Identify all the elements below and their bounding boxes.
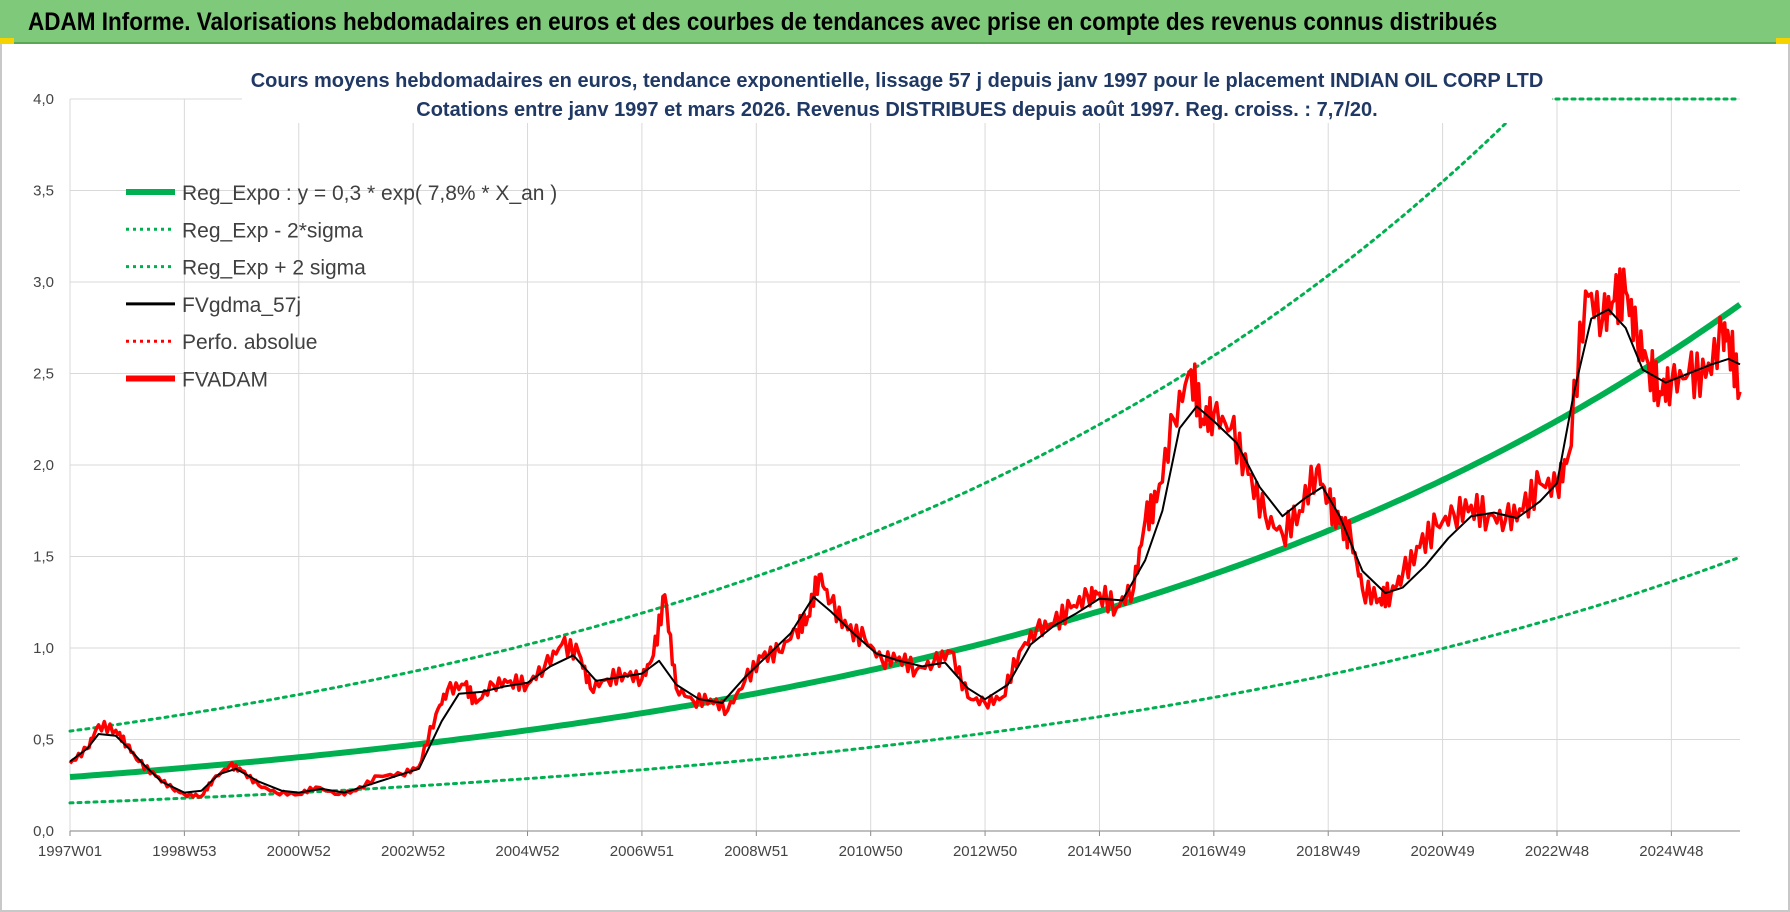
x-tick-label: 2014W50 bbox=[1067, 843, 1131, 860]
series-reg-minus-2sigma bbox=[68, 555, 1742, 805]
y-tick-label: 4,0 bbox=[33, 91, 54, 108]
report-title: ADAM Informe. Valorisations hebdomadaire… bbox=[28, 8, 1498, 36]
plot-area bbox=[68, 97, 1742, 805]
y-tick-label: 0,5 bbox=[33, 732, 54, 749]
x-tick-label: 2016W49 bbox=[1182, 843, 1246, 860]
legend-label: Reg_Exp + 2 sigma bbox=[182, 257, 366, 280]
x-tick-label: 1997W01 bbox=[38, 843, 102, 860]
chart-subtitle: Cotations entre janv 1997 et mars 2026. … bbox=[416, 99, 1377, 121]
chart-title: Cours moyens hebdomadaires en euros, ten… bbox=[251, 70, 1544, 92]
x-tick-label: 2020W49 bbox=[1410, 843, 1474, 860]
y-tick-label: 2,0 bbox=[33, 457, 54, 474]
header-banner: ADAM Informe. Valorisations hebdomadaire… bbox=[0, 0, 1790, 44]
y-tick-label: 2,5 bbox=[33, 366, 54, 383]
legend-label: Reg_Exp - 2*sigma bbox=[182, 219, 363, 242]
y-tick-label: 3,0 bbox=[33, 274, 54, 291]
x-tick-label: 2018W49 bbox=[1296, 843, 1360, 860]
x-tick-label: 2024W48 bbox=[1639, 843, 1703, 860]
title-background bbox=[242, 61, 1552, 123]
legend-label: FVgdma_57j bbox=[182, 294, 301, 317]
y-tick-label: 0,0 bbox=[33, 823, 54, 840]
corner-marker bbox=[1776, 38, 1790, 44]
x-tick-label: 2010W50 bbox=[839, 843, 903, 860]
x-tick-label: 2000W52 bbox=[267, 843, 331, 860]
x-tick-label: 2012W50 bbox=[953, 843, 1017, 860]
x-tick-label: 2008W51 bbox=[724, 843, 788, 860]
series-reg-plus-2sigma bbox=[68, 99, 1530, 733]
y-tick-label: 1,5 bbox=[33, 549, 54, 566]
legend: Reg_Expo : y = 0,3 * exp( 7,8% * X_an ) R… bbox=[126, 182, 557, 392]
y-axis: 0,0 0,5 1,0 1,5 2,0 2,5 3,0 3,5 4,0 bbox=[33, 91, 54, 840]
x-tick-label: 2022W48 bbox=[1525, 843, 1589, 860]
series-fvgdma-57j bbox=[69, 308, 1741, 794]
series-fvadam bbox=[68, 267, 1742, 799]
x-axis: 1997W01 1998W53 2000W52 2002W52 2004W52 2006W… bbox=[38, 830, 1740, 860]
corner-marker bbox=[0, 38, 14, 44]
legend-label: Reg_Expo : y = 0,3 * exp( 7,8% * X_an ) bbox=[182, 182, 557, 205]
chart: 1997W01 1998W53 2000W52 2002W52 2004W52 2006W… bbox=[33, 61, 1742, 860]
series-reg-expo bbox=[69, 302, 1742, 780]
chart-frame: 1997W01 1998W53 2000W52 2002W52 2004W52 2006W… bbox=[0, 44, 1790, 912]
grid bbox=[69, 98, 1740, 832]
legend-label: Perfo. absolue bbox=[182, 331, 317, 354]
x-tick-label: 1998W53 bbox=[152, 843, 216, 860]
x-tick-label: 2002W52 bbox=[381, 843, 445, 860]
legend-label: FVADAM bbox=[182, 369, 268, 392]
x-tick-label: 2006W51 bbox=[610, 843, 674, 860]
x-tick-label: 2004W52 bbox=[495, 843, 559, 860]
y-tick-label: 1,0 bbox=[33, 640, 54, 657]
y-tick-label: 3,5 bbox=[33, 183, 54, 200]
